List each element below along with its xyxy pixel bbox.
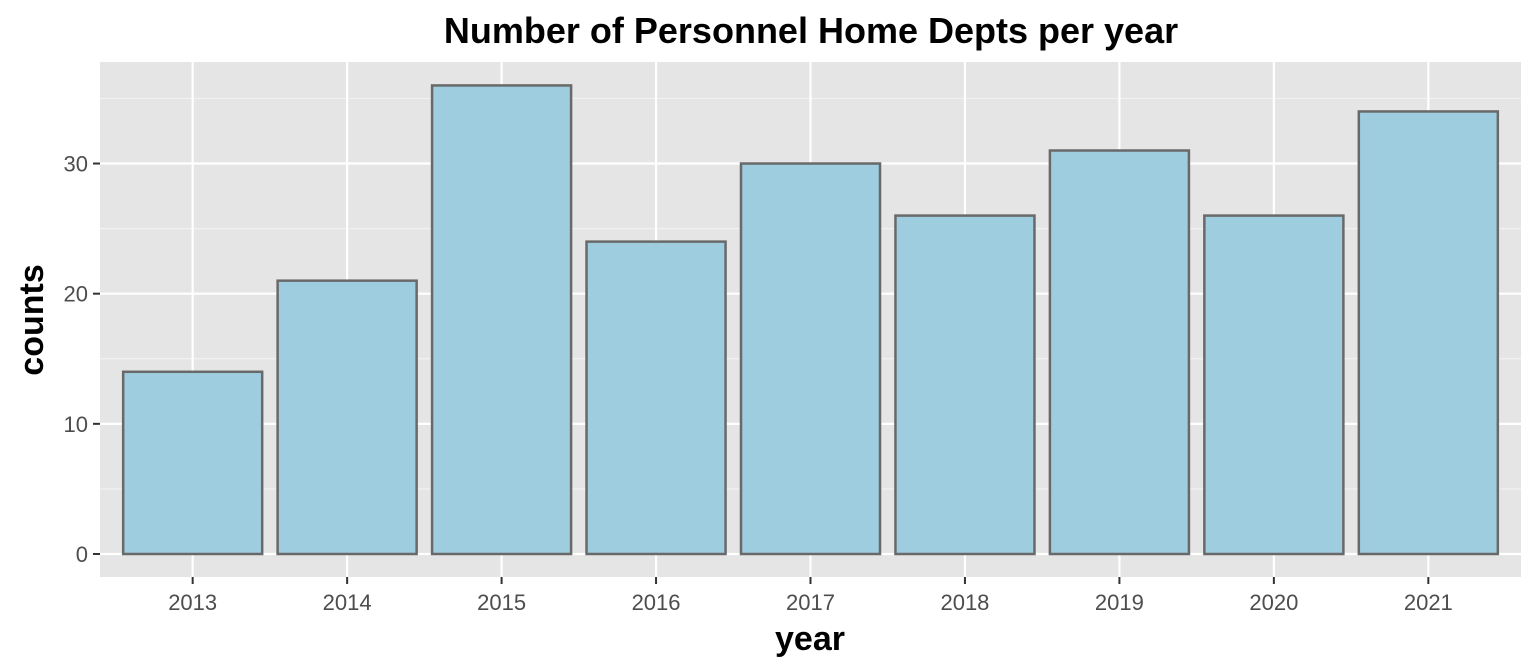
y-tick-label: 0 <box>76 542 88 567</box>
x-tick-label: 2014 <box>323 590 372 615</box>
y-axis-title: counts <box>13 264 51 375</box>
y-tick-label: 10 <box>64 412 88 437</box>
bar-2021 <box>1357 110 1500 556</box>
y-axis: 0 10 20 30 <box>64 152 100 567</box>
y-tick-label: 20 <box>64 282 88 307</box>
x-tick-label: 2019 <box>1095 590 1144 615</box>
x-tick-label: 2017 <box>786 590 835 615</box>
bar-2014 <box>276 279 418 556</box>
bar-2013 <box>121 370 264 556</box>
bar-2015 <box>430 84 573 556</box>
bar-2018 <box>894 214 1036 556</box>
bars <box>121 84 1500 556</box>
x-tick-label: 2013 <box>168 590 217 615</box>
y-tick-label: 30 <box>64 152 88 177</box>
x-axis-title: year <box>775 620 845 658</box>
bar-2016 <box>585 240 727 556</box>
bar-2020 <box>1203 214 1345 556</box>
bar-2019 <box>1048 149 1191 556</box>
x-tick-label: 2015 <box>477 590 526 615</box>
bar-2017 <box>739 162 882 556</box>
chart-title: Number of Personnel Home Depts per year <box>444 10 1178 51</box>
x-axis: 2013 2014 2015 2016 2017 2018 2019 2020 2021 <box>168 577 1453 615</box>
x-tick-label: 2021 <box>1404 590 1453 615</box>
x-tick-label: 2020 <box>1249 590 1298 615</box>
x-tick-label: 2016 <box>632 590 681 615</box>
x-tick-label: 2018 <box>940 590 989 615</box>
